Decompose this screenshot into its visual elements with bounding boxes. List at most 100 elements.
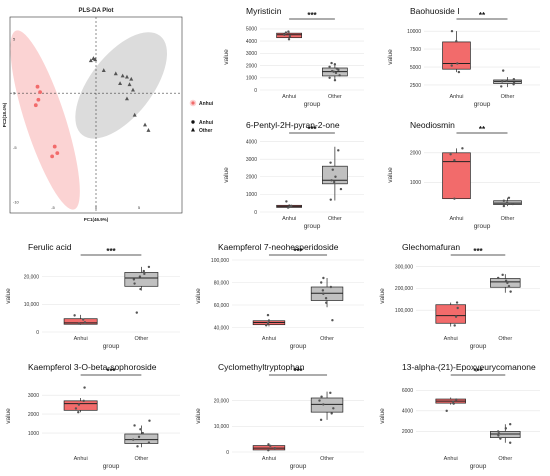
boxplot-title: Kaempferol 7-neohesperidoside bbox=[218, 242, 339, 252]
data-point bbox=[505, 79, 508, 82]
data-point bbox=[445, 409, 448, 413]
pls-point-other bbox=[124, 96, 129, 101]
data-point bbox=[328, 76, 331, 79]
boxplot-ferulic-acid: Ferulic acid 0 10,000 20,000 value *** Anhui Ot… bbox=[5, 242, 180, 350]
xlabel: group bbox=[474, 101, 491, 108]
ytick-label: 2000 bbox=[246, 63, 257, 69]
data-point bbox=[509, 423, 512, 426]
data-point bbox=[81, 318, 85, 321]
data-point bbox=[334, 175, 337, 178]
pls-point-other bbox=[143, 122, 148, 127]
ylabel: value bbox=[223, 167, 230, 183]
box-anhui bbox=[435, 304, 466, 324]
data-point bbox=[329, 198, 332, 201]
data-point bbox=[322, 276, 325, 280]
pls-point-other bbox=[88, 58, 93, 63]
boxplot-title: 13-alpha-(21)-Epoxyeurycomanone bbox=[402, 362, 536, 372]
data-point bbox=[320, 395, 323, 398]
boxplot-title: Baohuoside I bbox=[410, 6, 460, 16]
data-point bbox=[133, 424, 136, 427]
ylabel: value bbox=[223, 49, 230, 65]
box-other bbox=[310, 397, 344, 413]
other-ellipse bbox=[75, 32, 168, 139]
ylabel: value bbox=[387, 167, 394, 183]
box-other bbox=[124, 433, 159, 444]
pls-point-other bbox=[101, 68, 106, 72]
data-point bbox=[266, 321, 270, 325]
data-point bbox=[450, 29, 454, 33]
data-point bbox=[500, 85, 503, 88]
data-point bbox=[283, 33, 286, 36]
ytick-label: 0 bbox=[254, 88, 257, 94]
data-point bbox=[287, 30, 290, 33]
ytick-label: 100,000 bbox=[211, 258, 229, 264]
ytick-label: 20,000 bbox=[214, 398, 230, 404]
ylabel: value bbox=[195, 288, 202, 304]
data-point bbox=[455, 301, 459, 304]
data-point bbox=[330, 412, 333, 415]
ylabel: value bbox=[379, 408, 386, 424]
data-point bbox=[502, 199, 506, 202]
data-point bbox=[502, 204, 506, 208]
data-point bbox=[320, 281, 323, 284]
data-point bbox=[329, 161, 332, 164]
ytick-label: 7500 bbox=[410, 47, 421, 53]
data-point bbox=[449, 153, 452, 156]
data-point bbox=[501, 69, 505, 72]
data-point bbox=[509, 290, 512, 293]
data-point bbox=[453, 197, 456, 200]
boxplot-title: Cyclomethyltryptophan bbox=[218, 362, 305, 372]
xtick-label: Other bbox=[320, 336, 334, 342]
xlabel: group bbox=[290, 463, 307, 470]
xtick-label: Anhui bbox=[74, 336, 88, 342]
pls-point-other bbox=[118, 81, 123, 86]
ylabel: value bbox=[195, 408, 202, 424]
ytick-label: 10,000 bbox=[24, 302, 40, 308]
data-point bbox=[321, 289, 325, 292]
legend-shape-label: Anhui bbox=[199, 120, 214, 126]
data-point bbox=[332, 407, 335, 410]
pls-point-anhui bbox=[55, 151, 60, 156]
xlabel: group bbox=[304, 223, 321, 230]
ytick-label: 2000 bbox=[410, 151, 421, 157]
data-point bbox=[328, 65, 331, 68]
box-other bbox=[490, 278, 521, 288]
ytick-label: 300,000 bbox=[395, 264, 413, 270]
significance-label: ** bbox=[479, 11, 486, 20]
data-point bbox=[77, 322, 81, 325]
box-anhui bbox=[63, 318, 98, 325]
xtick-label: Other bbox=[501, 216, 515, 222]
pls-ylabel: PC2(18.4%) bbox=[2, 102, 7, 127]
data-point bbox=[501, 80, 504, 83]
box-other bbox=[490, 431, 521, 438]
boxplot-title: Kaempferol 3-O-beta-sophoroside bbox=[28, 362, 157, 372]
ytick-label: 40,000 bbox=[214, 325, 230, 331]
data-point bbox=[133, 282, 136, 285]
data-point bbox=[456, 62, 459, 65]
ytick-label: 5000 bbox=[410, 65, 421, 71]
anhui-ellipse bbox=[10, 30, 80, 210]
data-point bbox=[83, 321, 87, 324]
ytick-label: 10000 bbox=[407, 29, 421, 35]
ylabel: value bbox=[5, 408, 12, 424]
ytick-label: 2000 bbox=[28, 412, 39, 418]
data-point bbox=[287, 38, 291, 41]
data-point bbox=[141, 431, 144, 435]
data-point bbox=[504, 427, 508, 430]
pls-point-other bbox=[132, 112, 137, 117]
data-point bbox=[285, 200, 288, 203]
data-point bbox=[506, 281, 509, 285]
data-point bbox=[325, 301, 328, 304]
box-anhui bbox=[63, 400, 98, 411]
data-point bbox=[497, 432, 501, 435]
data-point bbox=[147, 265, 151, 269]
legend-triangle-key bbox=[191, 127, 195, 132]
data-point bbox=[508, 441, 512, 444]
ytick-label: 6000 bbox=[402, 388, 413, 394]
boxplot-neodiosmin: Neodiosmin 1000 2000 value ** Anhui Other group bbox=[387, 120, 540, 230]
ytick-label: 1000 bbox=[246, 76, 257, 82]
box-anhui bbox=[442, 152, 471, 200]
ytick-label: 20,000 bbox=[24, 274, 40, 280]
significance-label: *** bbox=[307, 125, 317, 134]
